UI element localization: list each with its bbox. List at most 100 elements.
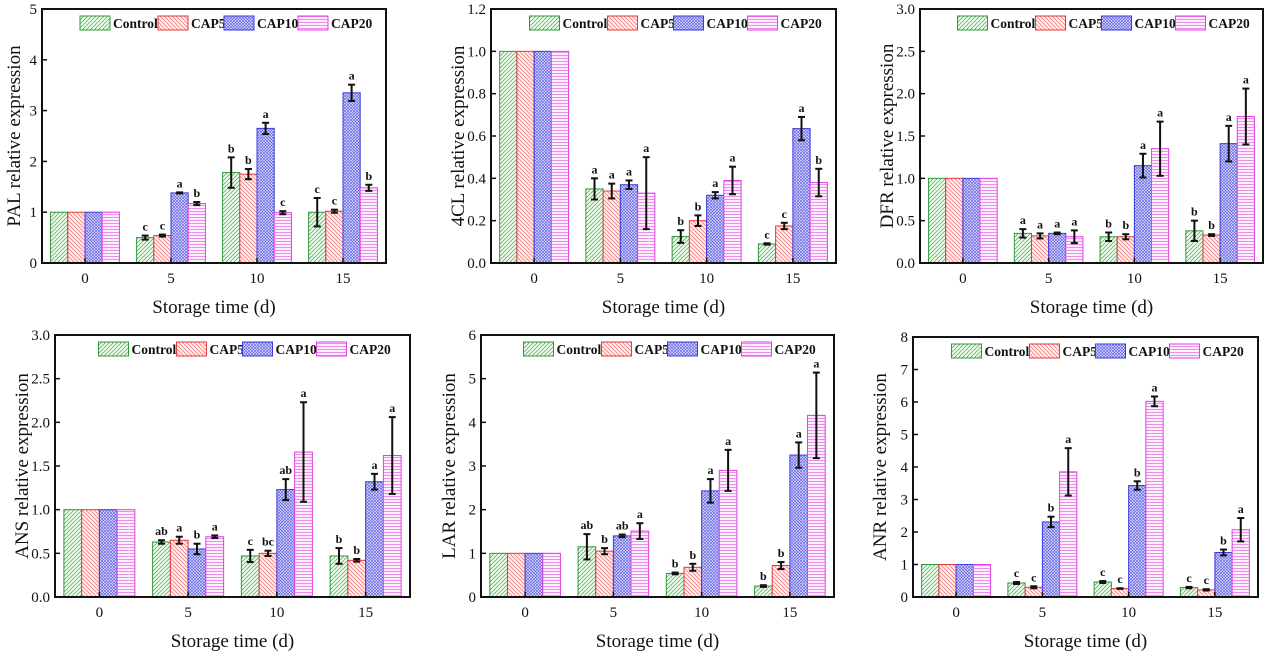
legend-swatch-cap10 bbox=[667, 341, 698, 357]
error-bar bbox=[176, 191, 184, 195]
y-tick-label: 0 bbox=[30, 256, 38, 272]
bar-cap10-day-0 bbox=[84, 211, 103, 264]
significance-label: a bbox=[372, 458, 378, 472]
y-axis-title: ANS relative expression bbox=[12, 373, 33, 559]
y-tick-label: 5 bbox=[901, 428, 909, 444]
error-bar bbox=[264, 549, 272, 557]
error-bar bbox=[262, 121, 270, 135]
legend-swatch-control bbox=[951, 343, 982, 359]
bar-cap10-day-5 bbox=[187, 548, 207, 598]
significance-label: a bbox=[1140, 138, 1146, 152]
significance-label: b bbox=[695, 199, 702, 213]
significance-label: a bbox=[1157, 106, 1163, 120]
bar-cap5-day-10 bbox=[1116, 236, 1135, 264]
error-bar bbox=[193, 201, 201, 207]
error-bar bbox=[608, 182, 616, 200]
significance-label: a bbox=[1020, 213, 1026, 227]
error-bar bbox=[729, 165, 736, 196]
error-bar bbox=[365, 183, 373, 192]
bar-cap5-day-5 bbox=[595, 550, 614, 598]
y-tick-label: 1.2 bbox=[467, 2, 486, 18]
significance-label: a bbox=[637, 507, 643, 521]
significance-label: a bbox=[799, 101, 805, 115]
significance-label: a bbox=[643, 141, 649, 155]
legend: Control CAP5 CAP10 CAP20 bbox=[529, 15, 822, 31]
significance-label: b bbox=[689, 548, 696, 562]
y-tick-label: 4 bbox=[901, 460, 909, 476]
error-bar bbox=[706, 478, 714, 504]
y-tick-label: 6 bbox=[901, 395, 909, 411]
bar-cap5-day-10 bbox=[258, 552, 278, 598]
bar-cap20-day-5 bbox=[630, 530, 650, 598]
bar-cap10-day-10 bbox=[1133, 165, 1153, 264]
bar-cap10-day-10 bbox=[1128, 485, 1147, 598]
y-axis-title: PAL relative expression bbox=[4, 45, 25, 227]
error-bar bbox=[642, 156, 650, 231]
error-bar bbox=[279, 210, 287, 216]
error-bar bbox=[812, 371, 820, 460]
y-tick-label: 0.4 bbox=[467, 171, 486, 187]
bar-cap5-day-10 bbox=[688, 220, 708, 264]
legend: Control CAP5 CAP10 CAP20 bbox=[523, 341, 816, 357]
error-bar bbox=[1070, 229, 1078, 245]
legend-label-cap5: CAP5 bbox=[635, 342, 670, 357]
legend-label-control: Control bbox=[991, 16, 1036, 31]
bar-cap10-day-15 bbox=[365, 481, 384, 598]
significance-label: a bbox=[177, 176, 183, 190]
bar-control-day-0 bbox=[499, 50, 518, 264]
legend-swatch-cap10 bbox=[242, 341, 273, 357]
significance-label: a bbox=[176, 521, 182, 535]
significance-label: bc bbox=[262, 535, 275, 549]
legend-swatch-cap10 bbox=[1101, 15, 1132, 31]
significance-label: a bbox=[626, 164, 632, 178]
x-axis-title: Storage time (d) bbox=[171, 631, 294, 652]
bar-cap5-day-15 bbox=[775, 225, 794, 264]
error-bar bbox=[798, 115, 805, 142]
bar-cap5-day-0 bbox=[945, 177, 964, 264]
significance-label: a bbox=[609, 168, 615, 182]
significance-label: c bbox=[1031, 570, 1037, 584]
error-bar bbox=[780, 221, 788, 231]
error-bar bbox=[388, 416, 396, 495]
error-bar bbox=[1099, 580, 1107, 585]
bar-cap20-day-0 bbox=[116, 509, 136, 598]
legend-label-cap5: CAP5 bbox=[210, 342, 245, 357]
significance-label: a bbox=[1065, 432, 1071, 446]
bar-control-day-5 bbox=[152, 541, 171, 598]
y-tick-label: 3.0 bbox=[31, 328, 50, 344]
bar-cap5-day-15 bbox=[325, 210, 344, 264]
y-tick-label: 3 bbox=[901, 493, 909, 509]
bar-control-day-15 bbox=[757, 243, 777, 264]
error-bar bbox=[211, 534, 219, 540]
error-bar bbox=[1151, 395, 1158, 408]
significance-label: a bbox=[1152, 380, 1158, 394]
x-axis-title: Storage time (d) bbox=[602, 297, 725, 318]
error-bar bbox=[1133, 480, 1141, 491]
y-tick-label: 3 bbox=[30, 104, 38, 120]
x-tick-label: 15 bbox=[1207, 605, 1222, 621]
legend-swatch-cap5 bbox=[1029, 343, 1060, 359]
y-tick-label: 0.0 bbox=[31, 590, 50, 606]
legend-label-cap20: CAP20 bbox=[1203, 344, 1244, 359]
y-tick-label: 5 bbox=[30, 2, 38, 18]
error-bar bbox=[763, 242, 771, 246]
significance-label: a bbox=[263, 107, 269, 121]
y-axis-title: DFR relative expression bbox=[877, 43, 898, 228]
significance-label: a bbox=[1226, 110, 1232, 124]
significance-label: a bbox=[389, 401, 395, 415]
x-tick-label: 10 bbox=[269, 605, 284, 621]
y-tick-label: 2 bbox=[901, 525, 909, 541]
bar-control-day-10 bbox=[665, 572, 685, 598]
bar-cap5-day-5 bbox=[153, 235, 172, 264]
legend-label-cap20: CAP20 bbox=[331, 16, 372, 31]
significance-label: b bbox=[245, 153, 252, 167]
x-tick-label: 5 bbox=[617, 271, 625, 287]
y-tick-label: 0.5 bbox=[31, 546, 50, 562]
significance-label: b bbox=[672, 557, 679, 571]
bar-cap10-day-0 bbox=[955, 564, 974, 598]
bar-cap20-day-5 bbox=[205, 536, 225, 598]
significance-label: b bbox=[1134, 465, 1141, 479]
